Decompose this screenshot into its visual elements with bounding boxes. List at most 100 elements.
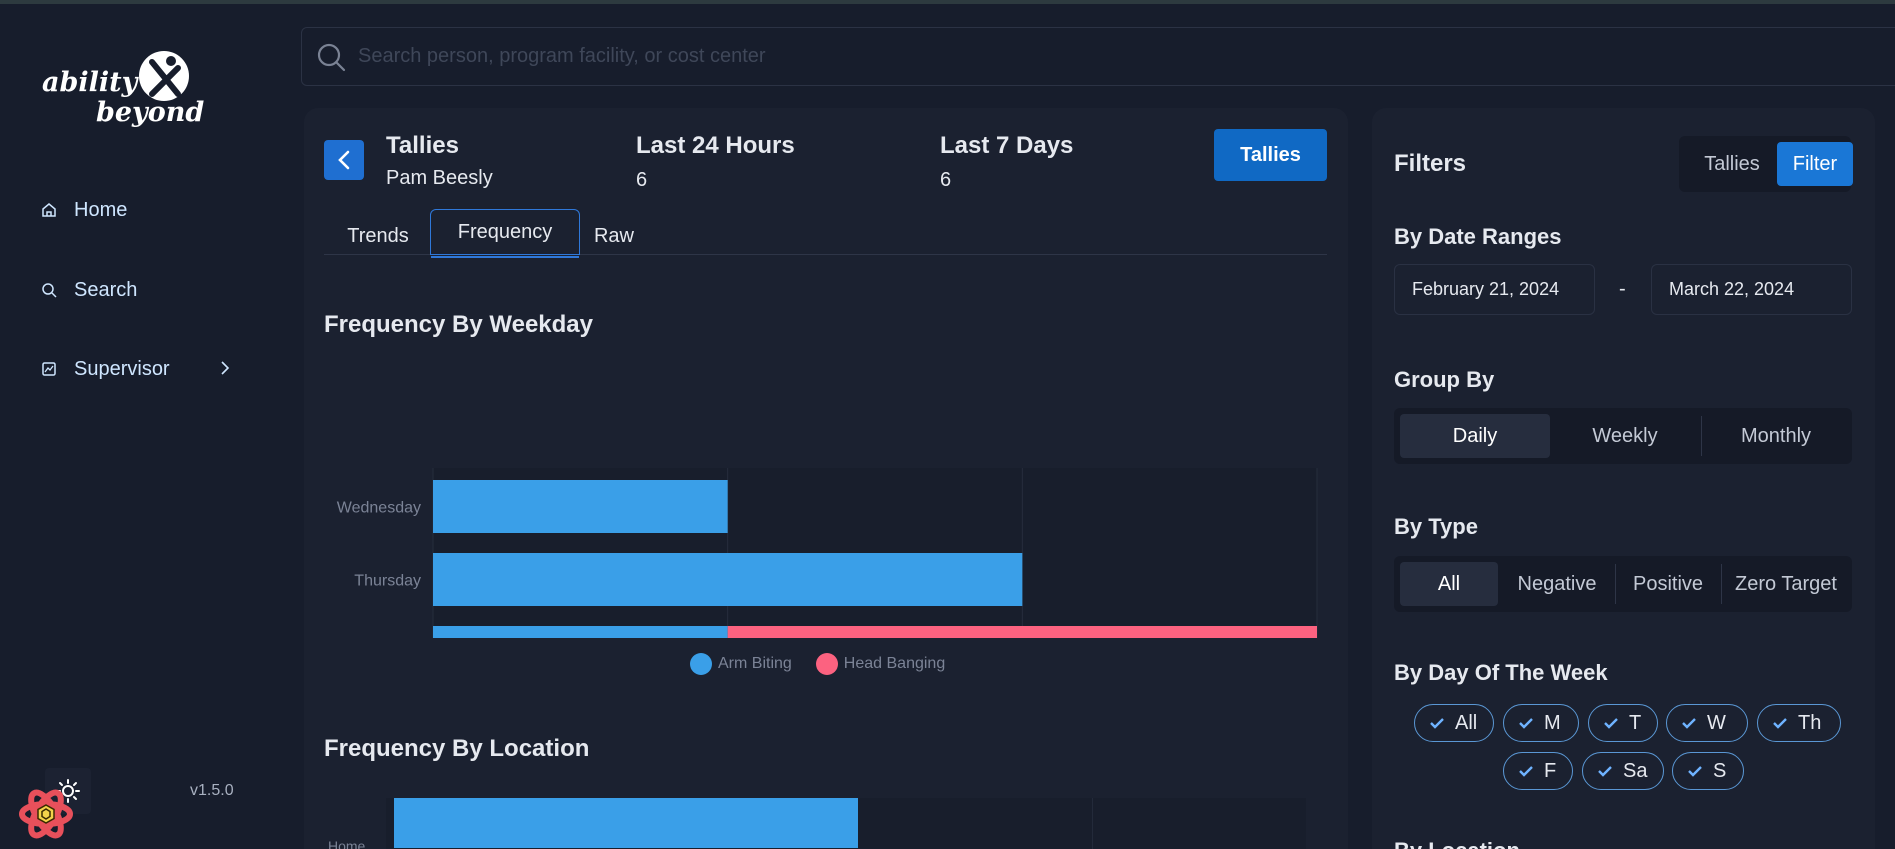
nav-supervisor-label: Supervisor — [74, 357, 170, 380]
type-zero-target-option[interactable]: Zero Target — [1735, 572, 1837, 595]
location-category-label: Home — [328, 838, 366, 849]
last-24-hours-label: Last 24 Hours — [636, 132, 795, 159]
check-icon — [1682, 718, 1696, 729]
tallies-button[interactable]: Tallies — [1214, 129, 1327, 181]
brand-mark-icon — [139, 51, 189, 101]
dow-chip-all[interactable]: All — [1414, 704, 1494, 742]
date-separator: - — [1619, 278, 1626, 300]
toggle-tallies[interactable]: Tallies — [1704, 152, 1760, 175]
group-by-label: Group By — [1394, 367, 1495, 392]
tab-frequency[interactable]: Frequency — [430, 209, 580, 258]
date-from-field[interactable]: February 21, 2024 — [1394, 264, 1595, 315]
check-icon — [1519, 766, 1533, 777]
dow-chip-tuesday[interactable]: T — [1588, 704, 1658, 742]
chart-box-icon — [40, 360, 58, 378]
search-icon — [317, 43, 346, 71]
type-selector: All Negative Positive Zero Target — [1394, 556, 1852, 612]
brand-wordmark: ability beyond — [42, 68, 204, 128]
by-location-label: By Location — [1394, 838, 1520, 849]
view-tabs: Trends Frequency Raw — [324, 209, 1327, 258]
dow-chip-label: Th — [1798, 711, 1822, 734]
group-daily-option[interactable]: Daily — [1400, 414, 1550, 458]
check-icon — [1519, 718, 1533, 729]
location-chart-title: Frequency By Location — [324, 735, 590, 762]
type-all-option[interactable]: All — [1400, 562, 1498, 606]
brand-logo[interactable]: ability beyond — [42, 48, 204, 138]
date-to-field[interactable]: March 22, 2024 — [1651, 264, 1852, 315]
app-version: v1.5.0 — [190, 782, 234, 799]
date-ranges-label: By Date Ranges — [1394, 224, 1562, 249]
react-devtools-icon[interactable] — [18, 786, 74, 842]
chart-legend: Arm Biting Head Banging — [690, 653, 945, 675]
nav-supervisor[interactable]: Supervisor — [40, 349, 250, 389]
toggle-filter[interactable]: Filter — [1777, 142, 1853, 186]
segment-divider — [1721, 564, 1722, 604]
chevron-right-icon — [220, 360, 230, 381]
last-24-hours-value: 6 — [636, 169, 648, 191]
dow-chip-label: All — [1455, 711, 1478, 734]
group-monthly-option[interactable]: Monthly — [1740, 424, 1812, 447]
legend-swatch-head-banging — [815, 653, 838, 675]
frequency-by-weekday-chart: WednesdayThursdayFriday0123 — [337, 468, 1318, 638]
by-type-label: By Type — [1394, 514, 1478, 539]
search-input[interactable] — [358, 45, 1858, 68]
sidebar: ability beyond Home Search Supervisor — [0, 4, 280, 849]
dow-chip-monday[interactable]: M — [1503, 704, 1579, 742]
bar-head-banging — [727, 626, 1317, 638]
brand-line2: beyond — [96, 97, 205, 128]
dow-chip-label: F — [1544, 759, 1557, 782]
global-search[interactable] — [301, 27, 1895, 86]
check-icon — [1598, 766, 1612, 777]
filter-panel: Filters Tallies Filter By Date Ranges Fe… — [1372, 108, 1875, 849]
nav-home-label: Home — [74, 198, 128, 221]
segment-divider — [1615, 564, 1616, 604]
last-7-days-label: Last 7 Days — [940, 132, 1074, 159]
dow-chip-label: Sa — [1623, 759, 1648, 782]
dow-chip-saturday[interactable]: Sa — [1582, 752, 1664, 790]
tallies-panel: Tallies Pam Beesly Last 24 Hours 6 Last … — [304, 108, 1348, 849]
weekday-chart-title: Frequency By Weekday — [324, 311, 594, 338]
last-7-days-value: 6 — [940, 169, 952, 191]
dow-chip-label: W — [1707, 711, 1726, 734]
dow-chip-thursday[interactable]: Th — [1757, 704, 1841, 742]
nav-home[interactable]: Home — [40, 190, 250, 230]
check-icon — [1604, 718, 1618, 729]
dow-chip-friday[interactable]: F — [1503, 752, 1573, 790]
location-chart — [386, 798, 1306, 849]
legend-label-arm-biting: Arm Biting — [718, 655, 792, 672]
panel-mode-toggle: Tallies Filter — [1679, 136, 1853, 192]
tab-raw[interactable]: Raw — [593, 224, 634, 247]
group-weekly-option[interactable]: Weekly — [1592, 424, 1658, 447]
page-title: Tallies — [386, 132, 459, 159]
type-positive-option[interactable]: Positive — [1632, 572, 1704, 595]
type-negative-option[interactable]: Negative — [1517, 572, 1597, 595]
bar-arm-biting — [433, 626, 728, 638]
group-by-selector: Daily Weekly Monthly — [1394, 408, 1852, 464]
nav-search[interactable]: Search — [40, 270, 250, 310]
legend-label-head-banging: Head Banging — [843, 655, 946, 672]
back-button[interactable] — [324, 140, 364, 180]
sun-icon — [56, 779, 80, 803]
dow-chip-sunday[interactable]: S — [1672, 752, 1744, 790]
location-bar-home — [394, 798, 858, 848]
check-icon — [1773, 718, 1787, 729]
dow-chip-label: T — [1629, 711, 1642, 734]
chevron-left-icon — [338, 150, 350, 170]
segment-divider — [1701, 416, 1702, 456]
dow-chip-wednesday[interactable]: W — [1666, 704, 1748, 742]
tab-trends[interactable]: Trends — [347, 224, 409, 247]
bar-arm-biting — [433, 553, 1023, 606]
brand-line1: ability — [42, 67, 138, 98]
bar-arm-biting — [433, 480, 728, 533]
top-border — [0, 0, 1895, 4]
person-name: Pam Beesly — [386, 167, 493, 189]
dow-chip-label: M — [1544, 711, 1561, 734]
check-icon — [1688, 766, 1702, 777]
legend-swatch-arm-biting — [690, 653, 712, 675]
day-of-week-label: By Day Of The Week — [1394, 660, 1608, 685]
dow-chip-label: S — [1713, 759, 1727, 782]
category-tick-label: Thursday — [354, 573, 421, 590]
filters-title: Filters — [1394, 150, 1467, 177]
category-tick-label: Wednesday — [337, 500, 421, 517]
search-icon — [40, 281, 58, 299]
